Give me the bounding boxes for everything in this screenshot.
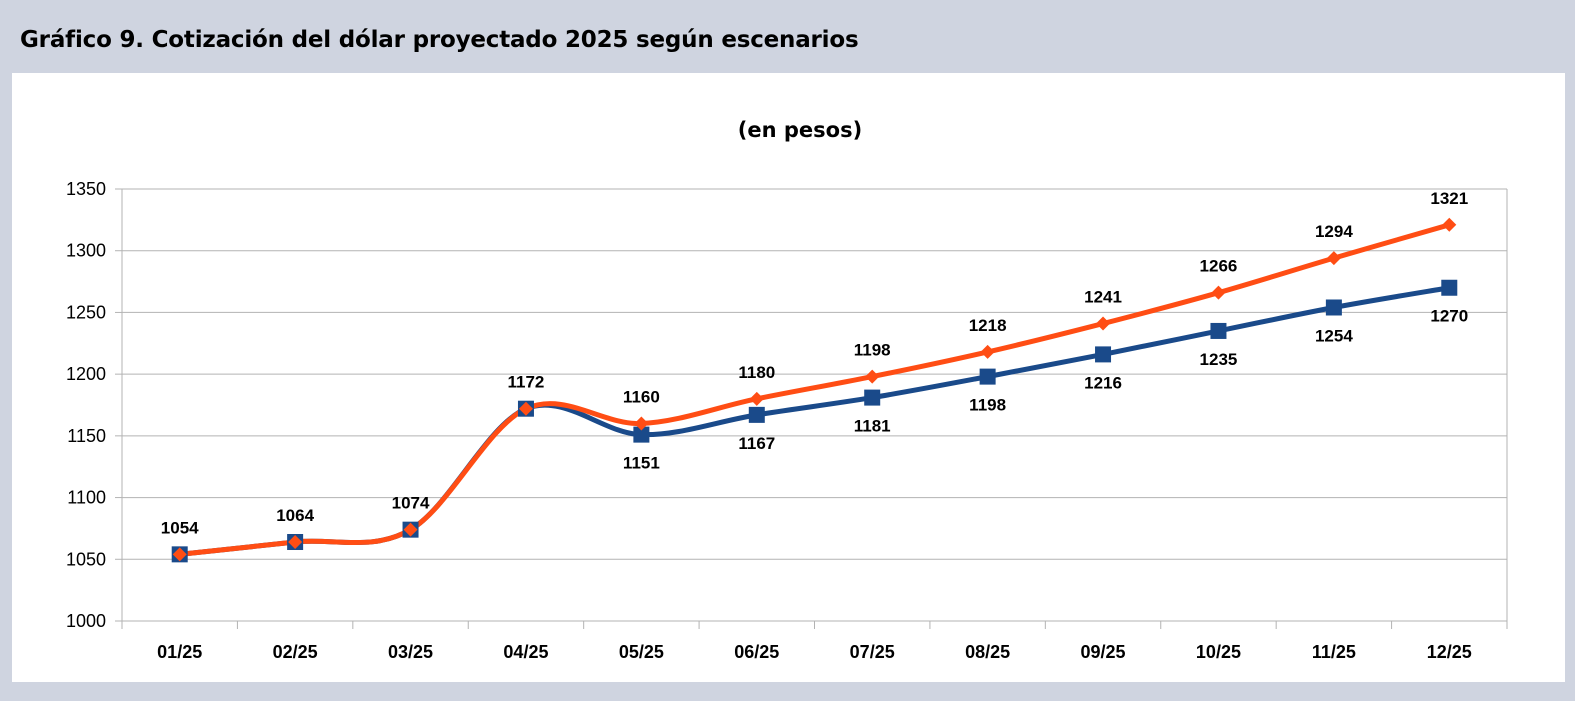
series-line-1: [177, 285, 1452, 557]
ytick-label-1150: 1150: [67, 426, 106, 446]
data-label-s2-08-25: 1218: [969, 316, 1007, 335]
data-label-s1-12-25: 1270: [1430, 307, 1468, 326]
point-s2-10-25: [1211, 285, 1226, 300]
point-s2-07-25: [865, 369, 880, 384]
ytick-label-1200: 1200: [66, 364, 106, 384]
point-s2-12-25: [1442, 217, 1457, 232]
data-label-s1-07-25: 1181: [854, 417, 891, 436]
data-label-s2-12-25: 1321: [1430, 189, 1468, 208]
point-s2-04-25: [518, 401, 533, 416]
point-s2-01-25: [172, 547, 187, 562]
point-s1-08-25: [979, 368, 996, 385]
xtick-label-02-25: 02/25: [273, 642, 318, 662]
data-label-s2-11-25: 1294: [1315, 222, 1353, 241]
xtick-label-08-25: 08/25: [965, 642, 1010, 662]
ytick-label-1300: 1300: [66, 241, 106, 261]
data-label-s2-05-25: 1160: [623, 388, 660, 407]
point-s1-11-25: [1325, 299, 1342, 316]
series-markers: [171, 217, 1458, 563]
chart-panel: [12, 73, 1565, 682]
chart-subtitle: (en pesos): [738, 118, 862, 142]
series-lines: [177, 222, 1452, 557]
data-label-s2-07-25: 1198: [854, 341, 891, 360]
data-label-s2-01-25: 1054: [161, 518, 199, 537]
data-label-s1-08-25: 1198: [969, 396, 1006, 415]
point-s2-11-25: [1326, 251, 1341, 266]
data-label-s2-03-25: 1074: [392, 494, 430, 513]
ytick-label-1100: 1100: [67, 488, 106, 508]
point-s1-09-25: [1095, 346, 1112, 363]
ytick-label-1000: 1000: [66, 611, 106, 631]
xtick-label-07-25: 07/25: [850, 642, 895, 662]
point-s2-05-25: [634, 416, 649, 431]
xtick-label-04-25: 04/25: [503, 642, 548, 662]
ytick-label-1250: 1250: [66, 302, 106, 322]
xtick-label-12-25: 12/25: [1427, 642, 1472, 662]
point-s2-02-25: [288, 535, 303, 550]
grid: [122, 188, 1507, 622]
data-label-s2-09-25: 1241: [1084, 288, 1122, 307]
point-s2-06-25: [749, 391, 764, 406]
ytick-label-1350: 1350: [66, 179, 106, 199]
point-s1-12-25: [1441, 279, 1458, 296]
data-label-s1-06-25: 1167: [738, 434, 775, 453]
data-label-s1-10-25: 1235: [1200, 350, 1238, 369]
point-s2-03-25: [403, 522, 418, 537]
point-s1-06-25: [748, 406, 765, 423]
point-s2-08-25: [980, 344, 995, 359]
data-label-s1-05-25: 1151: [623, 454, 660, 473]
xtick-label-11-25: 11/25: [1312, 642, 1356, 662]
data-label-s2-02-25: 1064: [276, 506, 314, 525]
point-s1-05-25: [633, 426, 650, 443]
xtick-label-01-25: 01/25: [157, 642, 202, 662]
data-label-s2-10-25: 1266: [1200, 257, 1238, 276]
xtick-label-09-25: 09/25: [1081, 642, 1126, 662]
point-s1-10-25: [1210, 322, 1227, 339]
chart-title: Gráfico 9. Cotización del dólar proyecta…: [20, 27, 859, 53]
data-label-s1-11-25: 1254: [1315, 326, 1353, 345]
data-label-s2-04-25: 1172: [508, 373, 545, 392]
series-line-2: [177, 222, 1452, 557]
xtick-label-06-25: 06/25: [734, 642, 779, 662]
data-label-s1-09-25: 1216: [1084, 373, 1122, 392]
point-s1-07-25: [864, 389, 881, 406]
xtick-label-10-25: 10/25: [1196, 642, 1241, 662]
data-label-s2-06-25: 1180: [738, 363, 775, 382]
xtick-label-03-25: 03/25: [388, 642, 433, 662]
xtick-label-05-25: 05/25: [619, 642, 664, 662]
point-s2-09-25: [1096, 316, 1111, 331]
data-labels: 1151 1167 1181 1198 1216 1235 1254 1270 1054 1064…: [161, 189, 1468, 538]
ytick-label-1050: 1050: [66, 549, 106, 569]
axes: 1000 1050 1100 1150 1200 1250 1300 1350 01/25 02/…: [66, 179, 1508, 662]
